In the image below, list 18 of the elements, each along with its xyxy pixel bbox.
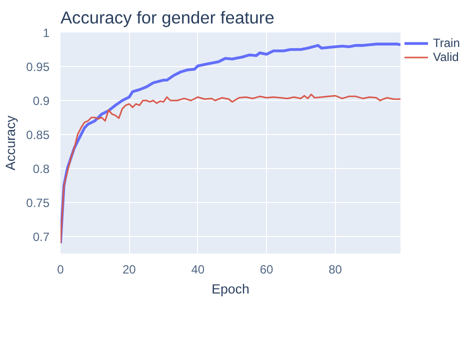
y-tick-label: 0.95 <box>26 60 50 74</box>
chart-title: Accuracy for gender feature <box>60 8 274 28</box>
x-tick-label: 0 <box>57 262 64 276</box>
y-tick-label: 0.8 <box>32 162 50 176</box>
line-series <box>60 94 400 244</box>
y-tick-label: 0.9 <box>32 94 50 108</box>
x-tick-label: 60 <box>260 262 274 276</box>
y-axis-title: Accuracy <box>3 115 18 170</box>
legend-label: Train <box>433 36 460 50</box>
y-tick-label: 1 <box>42 26 50 40</box>
x-axis-title: Epoch <box>212 282 250 296</box>
y-tick-label: 0.75 <box>26 196 50 210</box>
legend-label: Valid <box>433 50 459 64</box>
y-tick-label: 0.7 <box>32 230 50 244</box>
x-tick-label: 40 <box>191 262 205 276</box>
x-tick-label: 20 <box>122 262 136 276</box>
y-tick-label: 0.85 <box>26 128 50 142</box>
x-tick-label: 80 <box>328 262 342 276</box>
